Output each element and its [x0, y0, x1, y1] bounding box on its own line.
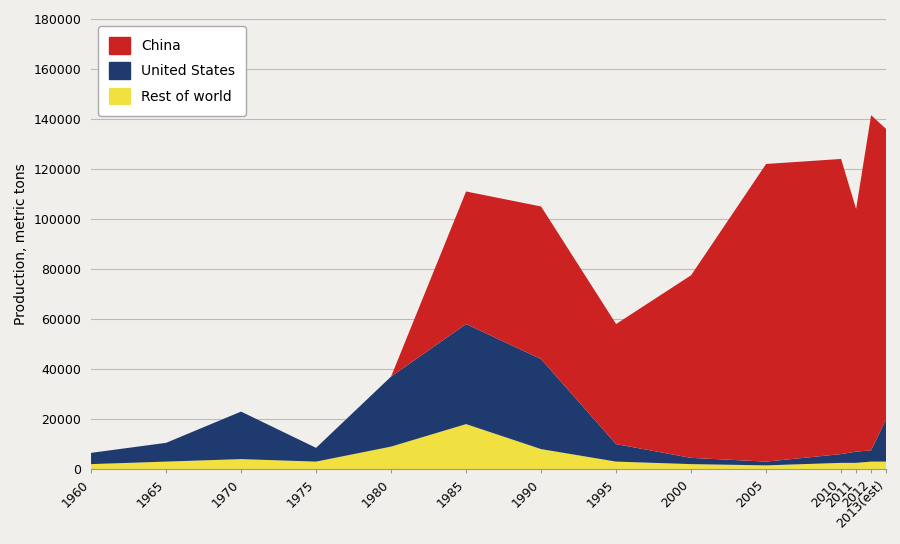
Legend: China, United States, Rest of world: China, United States, Rest of world [98, 26, 247, 115]
Y-axis label: Production, metric tons: Production, metric tons [14, 163, 28, 325]
